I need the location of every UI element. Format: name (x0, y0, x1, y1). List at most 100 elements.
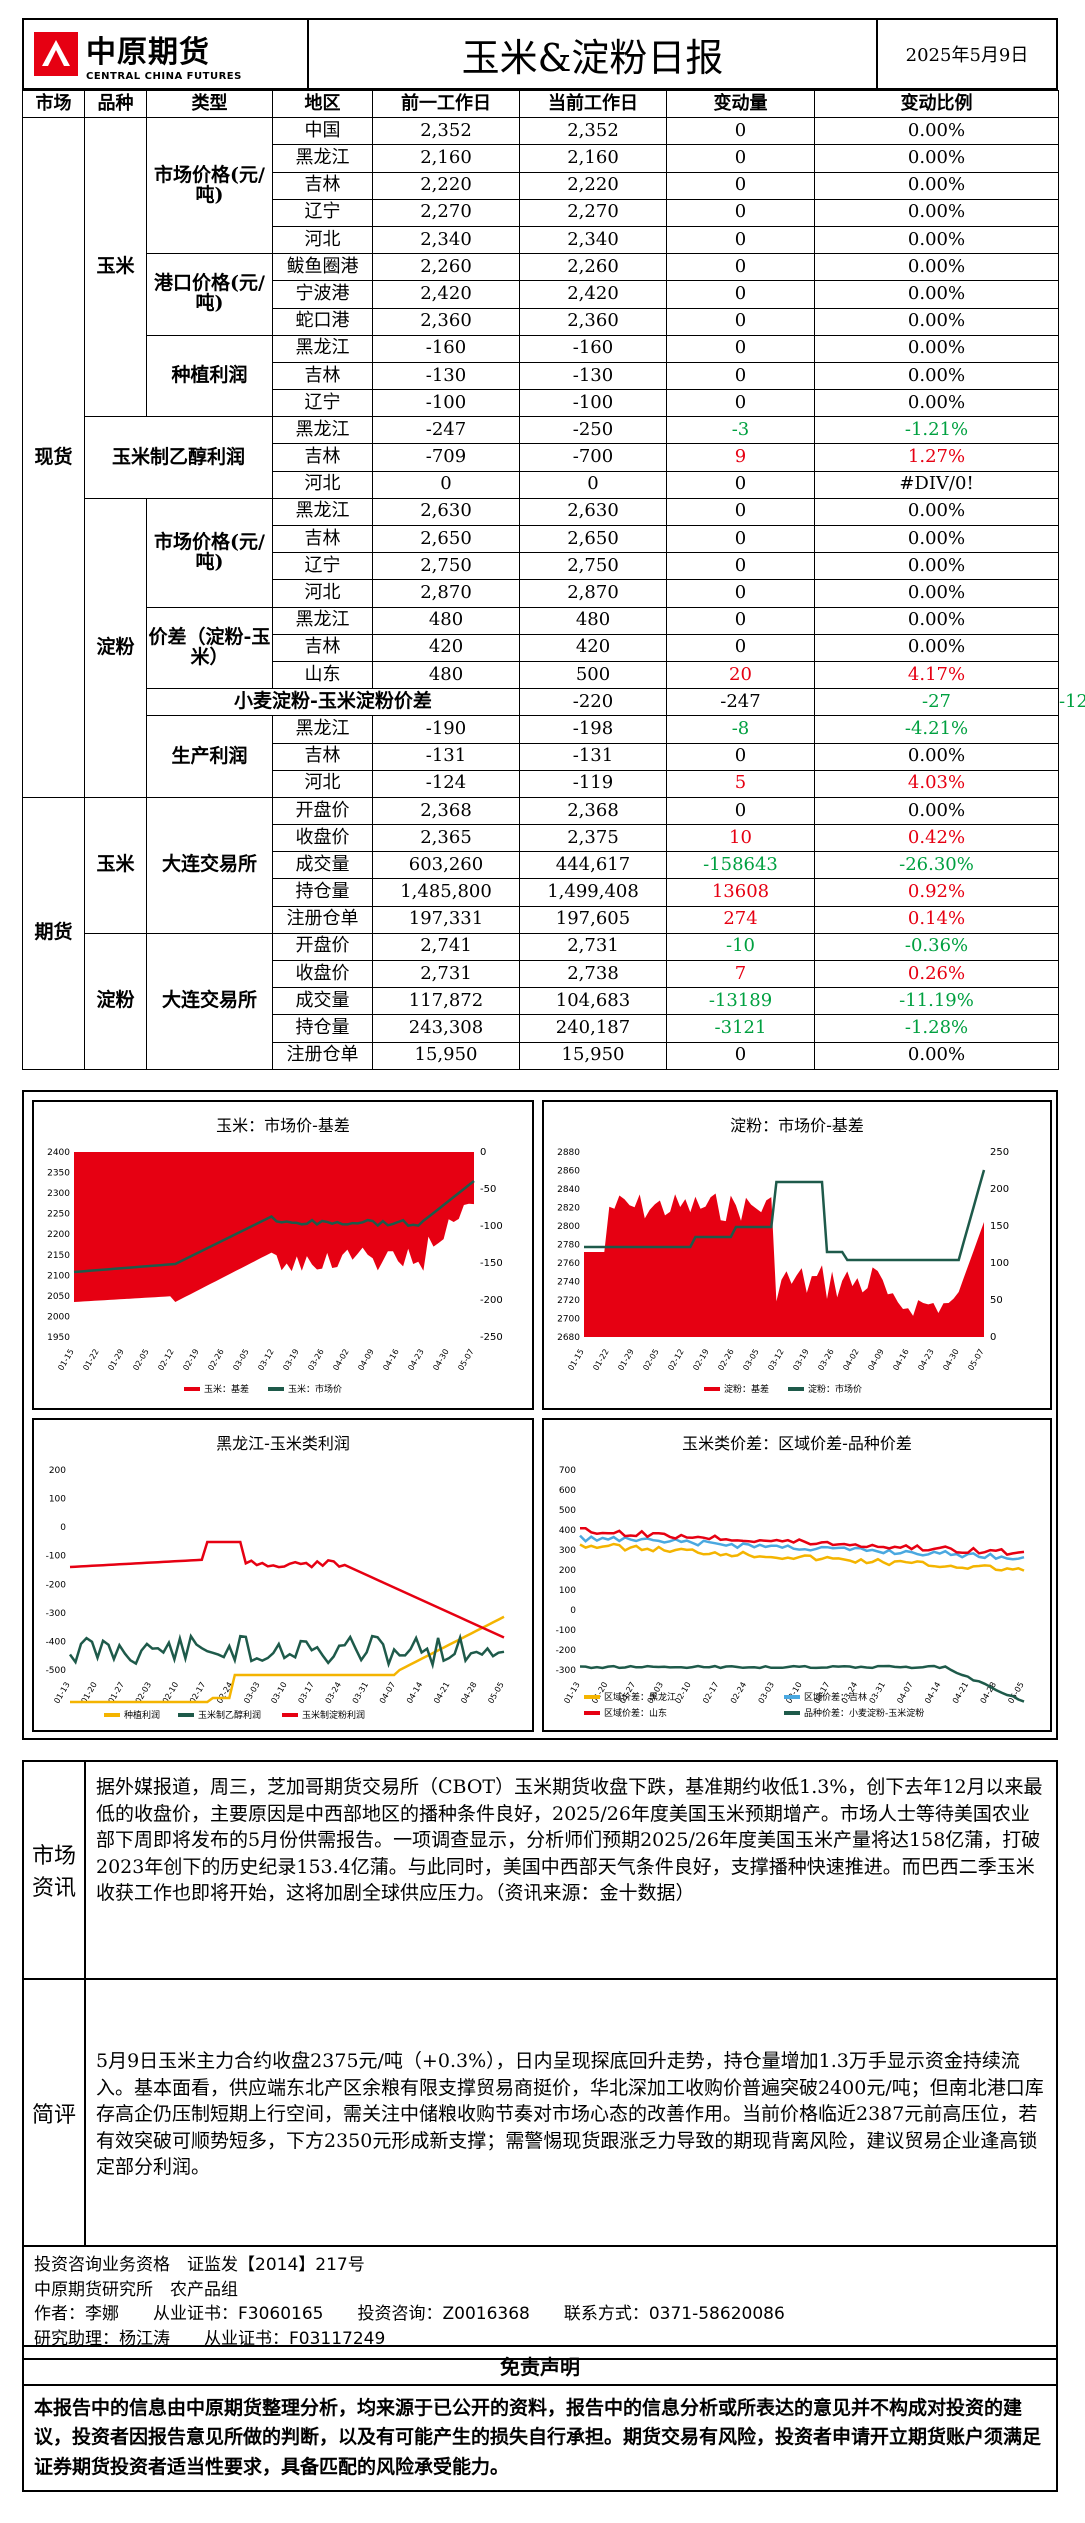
change-value: 0 (666, 389, 815, 418)
change-pct: 0.92% (814, 878, 1059, 907)
legend-swatch (268, 1387, 284, 1391)
x-tick-label: 04-21 (951, 1681, 970, 1706)
x-tick-label: 03-17 (296, 1681, 315, 1706)
table-row: 河北 -124 -119 5 4.03% (23, 769, 1059, 798)
table-row: 注册仓单 15,950 15,950 0 0.00% (23, 1041, 1059, 1070)
change-value: 7 (666, 959, 815, 989)
y2-tick-label: 250 (990, 1147, 1009, 1158)
y-tick-label: 2050 (47, 1292, 70, 1302)
table-row: 生产利润 黑龙江 -190 -198 -8 -4.21% (23, 715, 1059, 798)
x-tick-label: 02-12 (666, 1348, 685, 1373)
y-tick-label: -400 (46, 1637, 67, 1647)
region-cell: 吉林 (272, 524, 373, 554)
prev-value: 603,260 (372, 851, 520, 880)
x-tick-label: 04-09 (356, 1348, 375, 1373)
x-tick-label: 04-16 (891, 1348, 910, 1373)
y2-tick-label: -150 (480, 1258, 503, 1269)
group-label: 生产利润 (146, 715, 273, 798)
x-tick-label: 03-05 (741, 1348, 760, 1373)
group-label: 市场价格(元/吨) (146, 117, 273, 255)
price-line (73, 1180, 475, 1274)
region-cell: 吉林 (272, 171, 373, 200)
curr-value: -100 (519, 389, 667, 418)
legend-label: 玉米制乙醇利润 (198, 1709, 261, 1721)
change-value: 0 (666, 307, 815, 336)
group-label: 淀粉 (84, 497, 147, 798)
curr-value: 480 (519, 606, 667, 635)
curr-value: 2,360 (519, 307, 667, 336)
y-tick-label: 2250 (47, 1210, 70, 1220)
change-pct: 0.00% (814, 117, 1059, 146)
y-tick-label: 2740 (557, 1278, 580, 1288)
curr-value: 2,420 (519, 280, 667, 309)
region-cell: 黑龙江 (272, 334, 373, 363)
y-tick-label: 300 (559, 1546, 576, 1556)
x-tick-label: 05-07 (456, 1348, 475, 1373)
curr-value: 0 (519, 470, 667, 499)
table-row: 宁波港 2,420 2,420 0 0.00% (23, 280, 1059, 309)
region-cell: 蛇口港 (272, 307, 373, 336)
group-label: 种植利润 (146, 334, 273, 418)
legend-label: 区域价差：黑龙江 (604, 1691, 676, 1703)
region-cell: 吉林 (272, 361, 373, 391)
curr-value: 15,950 (519, 1041, 667, 1070)
y-tick-label: -300 (556, 1666, 577, 1676)
region-cell: 黑龙江 (272, 144, 373, 173)
prev-value: 2,731 (372, 959, 520, 989)
col-header: 市场 (22, 89, 85, 119)
legend-label: 种植利润 (124, 1709, 160, 1721)
change-value: -8 (666, 715, 815, 744)
footer: 投资咨询业务资格 证监发【2014】217号 中原期货研究所 农产品组 作者：李… (22, 2247, 1058, 2360)
change-pct: -1.21% (814, 416, 1059, 445)
group-label: 小麦淀粉-玉米淀粉价差 (146, 688, 520, 717)
region-cell: 开盘价 (272, 932, 373, 962)
legend-swatch (178, 1713, 194, 1717)
page-title: 玉米&淀粉日报 (309, 20, 878, 88)
prev-value: -247 (372, 416, 520, 445)
curr-value: 444,617 (519, 851, 667, 880)
y2-tick-label: -100 (480, 1221, 503, 1232)
change-pct: 0.00% (814, 198, 1059, 227)
table-header: 市场 品种 类型 地区 前一工作日 当前工作日 变动量 变动比例 (22, 89, 1059, 119)
curr-value: 1,499,408 (519, 878, 667, 907)
change-value: 0 (666, 171, 815, 200)
change-value: 5 (666, 769, 815, 798)
y-tick-label: -100 (46, 1552, 67, 1562)
change-pct: 0.00% (814, 253, 1059, 282)
y-tick-label: 2300 (47, 1189, 70, 1199)
change-pct: 0.00% (814, 579, 1059, 608)
group-label: 淀粉 (84, 932, 147, 1070)
x-tick-label: 03-31 (868, 1681, 887, 1706)
x-tick-label: 04-23 (916, 1348, 935, 1373)
table-row: 淀粉 大连交易所 开盘价 2,741 2,731 -10 -0.36% (23, 932, 1059, 1070)
y-tick-label: 2150 (47, 1251, 70, 1261)
table-row: 玉米制乙醇利润 黑龙江 -247 -250 -3 -1.21% (23, 416, 1059, 499)
x-tick-label: 05-07 (966, 1348, 985, 1373)
basis-area (74, 1152, 474, 1302)
legend-label: 品种价差：小麦淀粉-玉米淀粉 (804, 1707, 924, 1719)
y-tick-label: 2400 (47, 1148, 70, 1158)
curr-value: 2,375 (519, 824, 667, 853)
chart-hlj-profit: 黑龙江-玉米类利润 200 100 0 -100 -200 -300 -400 -500 01-1… (32, 1418, 534, 1732)
change-pct: 0.00% (814, 334, 1059, 363)
y-tick-label: 400 (559, 1526, 576, 1536)
region-cell: 山东 (272, 660, 373, 690)
table-row: 注册仓单 197,331 197,605 274 0.14% (23, 905, 1059, 934)
x-tick-label: 01-13 (562, 1681, 581, 1706)
prev-value: 2,420 (372, 280, 520, 309)
logo: 中原期货 CENTRAL CHINA FUTURES (24, 20, 309, 88)
y-tick-label: 2350 (47, 1169, 70, 1179)
change-pct: 4.17% (814, 660, 1059, 690)
group-label: 玉米 (84, 796, 147, 934)
y2-tick-label: -200 (480, 1295, 503, 1306)
region-cell: 开盘价 (272, 796, 373, 826)
region-cell: 辽宁 (272, 389, 373, 418)
spread-line (579, 1542, 1025, 1572)
table-row: 辽宁 2,270 2,270 0 0.00% (23, 198, 1059, 227)
change-value: 20 (666, 660, 815, 690)
x-tick-label: 04-07 (378, 1681, 397, 1706)
curr-value: 240,187 (519, 1014, 667, 1043)
x-tick-label: 04-28 (979, 1681, 998, 1706)
x-tick-label: 04-28 (459, 1681, 478, 1706)
y-tick-label: 100 (559, 1586, 576, 1596)
